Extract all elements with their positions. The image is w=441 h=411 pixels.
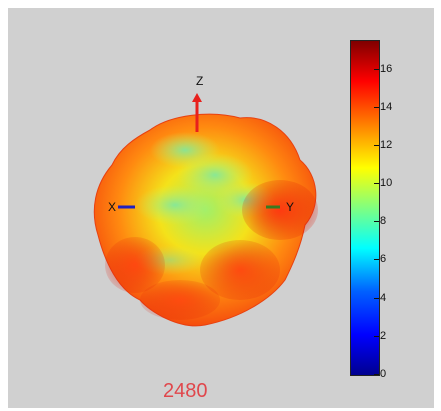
colorbar-tick-label: 2 — [380, 329, 387, 342]
colorbar-tick-label: 6 — [380, 253, 387, 266]
lobe — [140, 280, 220, 320]
y-axis-label: Y — [286, 200, 295, 214]
colorbar-tick-mark — [374, 335, 379, 337]
colorbar-tick-label: 14 — [380, 100, 393, 113]
lobe — [200, 240, 280, 300]
colorbar-tick-mark — [374, 68, 379, 70]
colorbar — [350, 40, 380, 376]
colorbar-tick-label: 12 — [380, 138, 393, 151]
colorbar-tick-mark — [374, 297, 379, 299]
lobe — [242, 180, 318, 240]
colorbar-tick-label: 16 — [380, 62, 393, 75]
colorbar-tick-label: 10 — [380, 177, 393, 190]
lobe — [105, 237, 165, 293]
colorbar-tick-mark — [374, 144, 379, 146]
z-axis-arrowhead — [192, 93, 202, 102]
colorbar-tick-mark — [374, 374, 379, 375]
colorbar-tick-mark — [374, 221, 379, 223]
colorbar-tick-label: 4 — [380, 291, 387, 304]
colorbar-tick-mark — [374, 183, 379, 185]
colorbar-tick-label: 8 — [380, 215, 387, 228]
z-axis-label: Z — [196, 74, 204, 88]
colorbar-tick-mark — [374, 259, 379, 261]
frame-number: 2480 — [163, 380, 208, 402]
colorbar-tick-label: 0 — [380, 368, 387, 380]
x-axis-label: X — [108, 200, 117, 214]
surface-patch — [135, 185, 215, 225]
colorbar-tick-mark — [374, 106, 379, 108]
